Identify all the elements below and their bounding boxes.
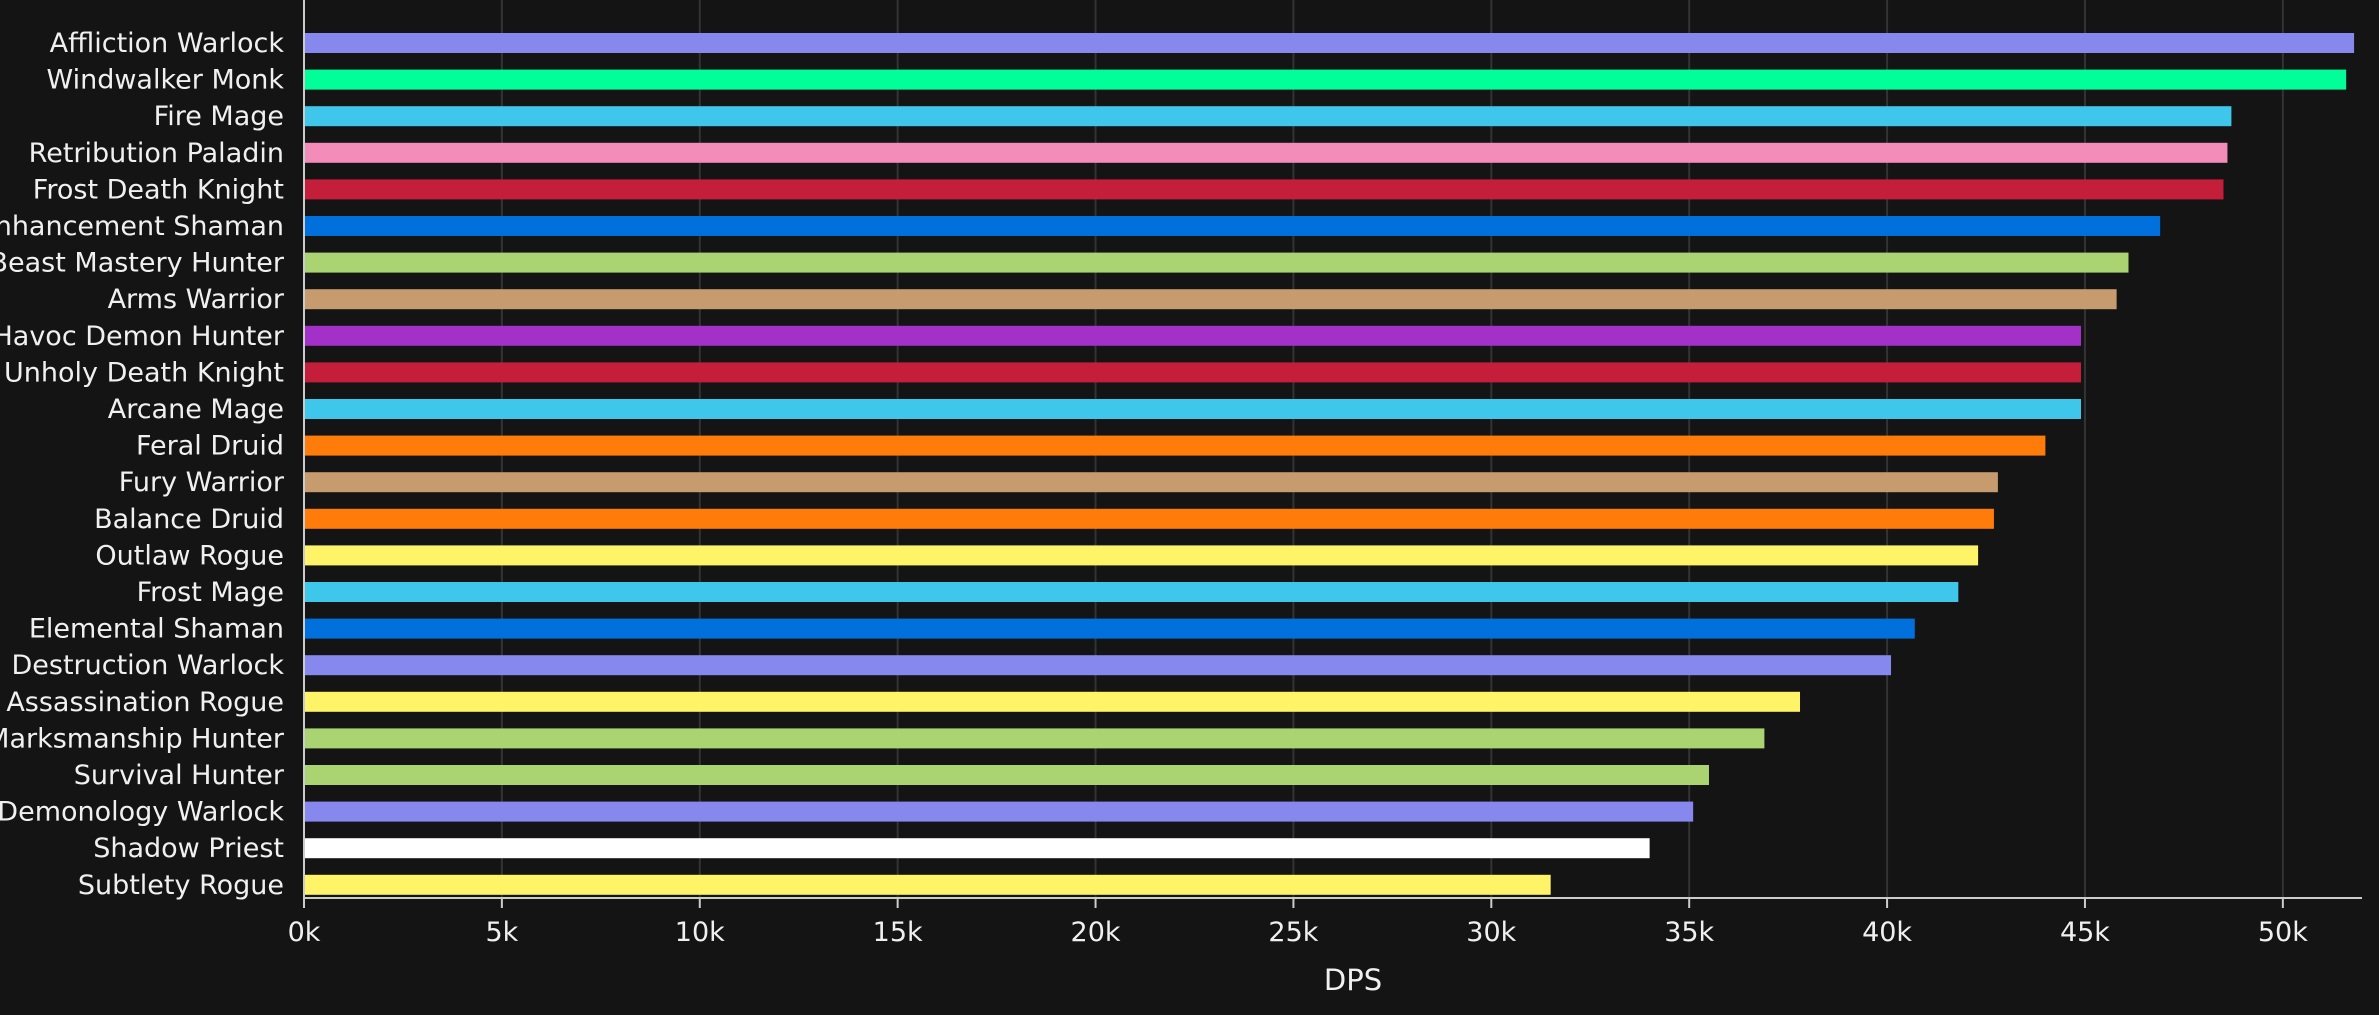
- bar: [305, 106, 2232, 127]
- x-tick-label: 45k: [2060, 917, 2110, 948]
- bar: [305, 582, 1959, 602]
- bar: [305, 765, 1709, 785]
- x-tick-label: 5k: [485, 917, 518, 948]
- category-label: Elemental Shaman: [29, 614, 284, 645]
- bar: [305, 69, 2347, 90]
- bar: [305, 33, 2355, 53]
- bar: [305, 216, 2161, 236]
- category-label: Assassination Rogue: [6, 687, 284, 718]
- x-tick-label: 30k: [1466, 917, 1516, 948]
- category-label: Enhancement Shaman: [0, 211, 284, 242]
- category-labels: Affliction Warlock Windwalker Monk Fire Ma…: [0, 28, 285, 901]
- category-label: Beast Mastery Hunter: [0, 248, 285, 279]
- bar: [305, 838, 1650, 859]
- category-label: Frost Mage: [137, 577, 284, 608]
- bar: [305, 289, 2117, 310]
- category-label: Retribution Paladin: [29, 138, 284, 169]
- bar: [305, 252, 2129, 273]
- category-label: Fury Warrior: [119, 467, 285, 498]
- bar: [305, 472, 1998, 493]
- bar: [305, 325, 2082, 346]
- bar: [305, 508, 1994, 529]
- bars-layer: [305, 33, 2355, 895]
- category-label: Destruction Warlock: [11, 650, 284, 681]
- bar: [305, 691, 1801, 712]
- x-tick-label: 15k: [873, 917, 923, 948]
- bar: [305, 435, 2046, 456]
- x-tick-label: 40k: [1862, 917, 1912, 948]
- bar: [305, 142, 2228, 163]
- bar: [305, 655, 1892, 676]
- bar: [305, 399, 2082, 419]
- category-label: Havoc Demon Hunter: [0, 321, 285, 352]
- bar: [305, 618, 1915, 639]
- x-tick-label: 25k: [1268, 917, 1318, 948]
- x-tick-label: 50k: [2258, 917, 2308, 948]
- category-label: Outlaw Rogue: [95, 540, 284, 571]
- x-axis-title: DPS: [1324, 963, 1382, 997]
- bar: [305, 179, 2224, 200]
- x-tick-label: 20k: [1071, 917, 1121, 948]
- bar: [305, 728, 1765, 749]
- x-axis: 0k 5k 10k 15k 20k 25k 30k 35k 40k 45k 50k: [288, 0, 2362, 948]
- category-label: Shadow Priest: [93, 833, 284, 864]
- bar: [305, 362, 2082, 383]
- x-tick-label: 35k: [1664, 917, 1714, 948]
- category-label: Arms Warrior: [108, 284, 285, 315]
- category-label: Frost Death Knight: [33, 174, 284, 205]
- category-label: Fire Mage: [154, 101, 284, 132]
- bar: [305, 801, 1694, 822]
- category-label: Subtlety Rogue: [78, 870, 284, 901]
- category-label: Survival Hunter: [74, 760, 285, 791]
- bar: [305, 545, 1979, 566]
- category-label: Unholy Death Knight: [4, 357, 284, 388]
- category-label: Affliction Warlock: [50, 28, 285, 59]
- category-label: Balance Druid: [94, 504, 284, 535]
- category-label: Windwalker Monk: [46, 65, 284, 96]
- category-label: Demonology Warlock: [0, 797, 284, 828]
- x-tick-label: 10k: [675, 917, 725, 948]
- category-label: Marksmanship Hunter: [0, 723, 285, 754]
- x-tick-label: 0k: [288, 917, 321, 948]
- category-label: Feral Druid: [136, 431, 284, 462]
- bar: [305, 874, 1551, 895]
- category-label: Arcane Mage: [108, 394, 284, 425]
